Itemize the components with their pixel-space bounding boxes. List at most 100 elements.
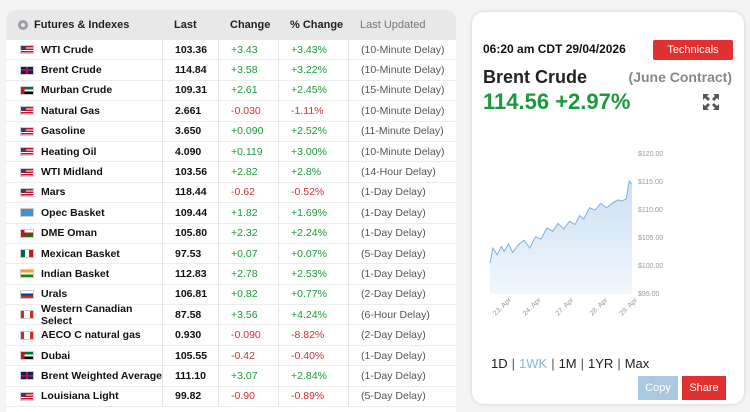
row-change: +3.07 [218,366,278,386]
row-last: 106.81 [162,284,218,305]
row-change: +0.119 [218,141,278,162]
range-1wk[interactable]: 1WK [519,356,548,371]
row-pct-change: +4.24% [278,305,348,325]
table-row[interactable]: DME Oman 105.80 +2.32 +2.24% (1-Day Delay) [6,223,456,244]
row-change: -0.62 [218,182,278,203]
row-last: 109.44 [162,203,218,223]
row-name[interactable]: Gasoline [6,122,162,141]
row-pct-change: +2.52% [278,121,348,141]
table-row[interactable]: Dubai 105.55 -0.42 -0.40% (1-Day Delay) [6,345,456,367]
table-row[interactable]: Urals 106.81 +0.82 +0.77% (2-Day Delay) [6,284,456,306]
table-row[interactable]: Murban Crude 109.31 +2.61 +2.45% (15-Minute … [6,80,456,102]
table-row[interactable]: Brent Crude 114.84 +3.58 +3.22% (10-Minute D… [6,60,456,81]
row-change: +2.32 [218,223,278,243]
row-last: 2.661 [162,101,218,121]
row-name-label: Western Canadian Select [41,302,133,327]
range-max[interactable]: Max [624,356,650,371]
row-name[interactable]: Brent Weighted Average [6,366,162,385]
row-name[interactable]: DME Oman [6,224,162,243]
range-separator: | [551,356,555,371]
header-pct-change[interactable]: % Change [290,19,344,31]
range-1d[interactable]: 1D [491,356,508,371]
row-name[interactable]: Brent Crude [6,60,162,79]
row-last: 3.650 [162,121,218,141]
flag-opec-icon [20,208,34,218]
header-change[interactable]: Change [230,19,271,31]
row-last-updated: (1-Day Delay) [348,182,456,203]
share-button[interactable]: Share [682,376,726,400]
row-change: -0.90 [218,386,278,407]
technicals-button[interactable]: Technicals [653,40,733,60]
expand-arrows-icon[interactable] [701,92,721,112]
row-name[interactable]: WTI Crude [6,40,162,59]
row-pct-change: +2.84% [278,366,348,386]
row-name-label: AECO C natural gas [41,329,141,342]
range-1yr[interactable]: 1YR [588,356,614,371]
table-row[interactable]: Mexican Basket 97.53 +0.07 +0.07% (5-Day Del… [6,243,456,265]
table-row[interactable]: WTI Crude 103.36 +3.43 +3.43% (10-Minute Del… [6,40,456,61]
table-row[interactable]: Gasoline 3.650 +0.090 +2.52% (11-Minute Dela… [6,121,456,142]
row-last: 99.82 [162,386,218,407]
row-pct-change: +1.69% [278,203,348,223]
row-name[interactable]: Indian Basket [6,264,162,283]
row-name[interactable]: Natural Gas [6,101,162,120]
table-row[interactable]: AECO C natural gas 0.930 -0.090 -8.82% (2-Da… [6,325,456,346]
row-change: -0.090 [218,325,278,345]
copy-button[interactable]: Copy [638,376,678,400]
row-pct-change: +2.8% [278,162,348,182]
row-name[interactable]: Mars [6,183,162,202]
table-row[interactable]: Mars 118.44 -0.62 -0.52% (1-Day Delay) [6,182,456,204]
row-name[interactable]: Opec Basket [6,203,162,222]
x-tick-label: 29. Apr [619,296,640,317]
table-row[interactable]: Natural Gas 2.661 -0.030 -1.11% (10-Minute D… [6,101,456,122]
price-change: 114.56 +2.97% [483,89,631,114]
row-pct-change: +2.45% [278,80,348,101]
row-pct-change: +0.07% [278,243,348,264]
y-tick-label: $100.00 [638,263,663,270]
y-tick-label: $105.00 [638,235,663,242]
row-name-label: Heating Oil [41,145,97,158]
row-name[interactable]: Murban Crude [6,81,162,100]
row-pct-change: -0.40% [278,345,348,366]
table-row[interactable]: Louisiana Light 99.82 -0.90 -0.89% (5-Day De… [6,386,456,408]
row-last-updated: (2-Day Delay) [348,284,456,305]
table-row[interactable]: Western Canadian Select 87.58 +3.56 +4.24%(… [6,302,456,327]
header-name[interactable]: Futures & Indexes [6,19,162,31]
row-name-label: Urals [41,288,68,301]
row-last-updated: (2-Day Delay) [348,325,456,345]
flag-us-icon [20,187,34,197]
row-pct-change: +0.77% [278,284,348,305]
price-chart[interactable]: $95.00 $100.00 $105.00 $110.00 $115.00 $120.0… [482,146,740,336]
range-1m[interactable]: 1M [558,356,577,371]
row-name-label: Mars [41,186,66,199]
row-last-updated: (1-Day Delay) [348,264,456,284]
header-last[interactable]: Last [174,19,197,31]
row-name[interactable]: Louisiana Light [6,387,162,406]
row-name-label: Louisiana Light [41,390,119,403]
row-last: 97.53 [162,243,218,264]
row-name[interactable]: Urals [6,285,162,304]
row-last-updated: (15-Minute Delay) [348,80,456,101]
row-name[interactable]: Mexican Basket [6,244,162,263]
header-name-label: Futures & Indexes [34,19,130,31]
row-name-label: Brent Crude [41,64,102,77]
table-row[interactable]: Brent Weighted Average 111.10 +3.07 +2.84%(… [6,366,456,387]
row-last: 0.930 [162,325,218,345]
row-change: -0.030 [218,101,278,121]
table-row[interactable]: Opec Basket 109.44 +1.82 +1.69% (1-Day Delay… [6,203,456,224]
y-tick-label: $95.00 [638,291,660,298]
row-name[interactable]: Western Canadian Select [6,302,162,327]
row-name[interactable]: WTI Midland [6,162,162,181]
row-name[interactable]: Dubai [6,346,162,365]
table-header: Futures & Indexes Last Change % Change L… [6,10,456,40]
flag-in-icon [20,269,34,279]
table-row[interactable]: WTI Midland 103.56 +2.82 +2.8% (14-Hour Dela… [6,162,456,183]
row-change: +3.58 [218,60,278,80]
row-name[interactable]: AECO C natural gas [6,325,162,344]
settings-icon[interactable] [18,20,28,30]
row-change: +0.07 [218,243,278,264]
row-name[interactable]: Heating Oil [6,142,162,161]
flag-mx-icon [20,249,34,259]
table-row[interactable]: Heating Oil 4.090 +0.119 +3.00% (10-Minute D… [6,141,456,163]
table-row[interactable]: Indian Basket 112.83 +2.78 +2.53% (1-Day Del… [6,264,456,285]
